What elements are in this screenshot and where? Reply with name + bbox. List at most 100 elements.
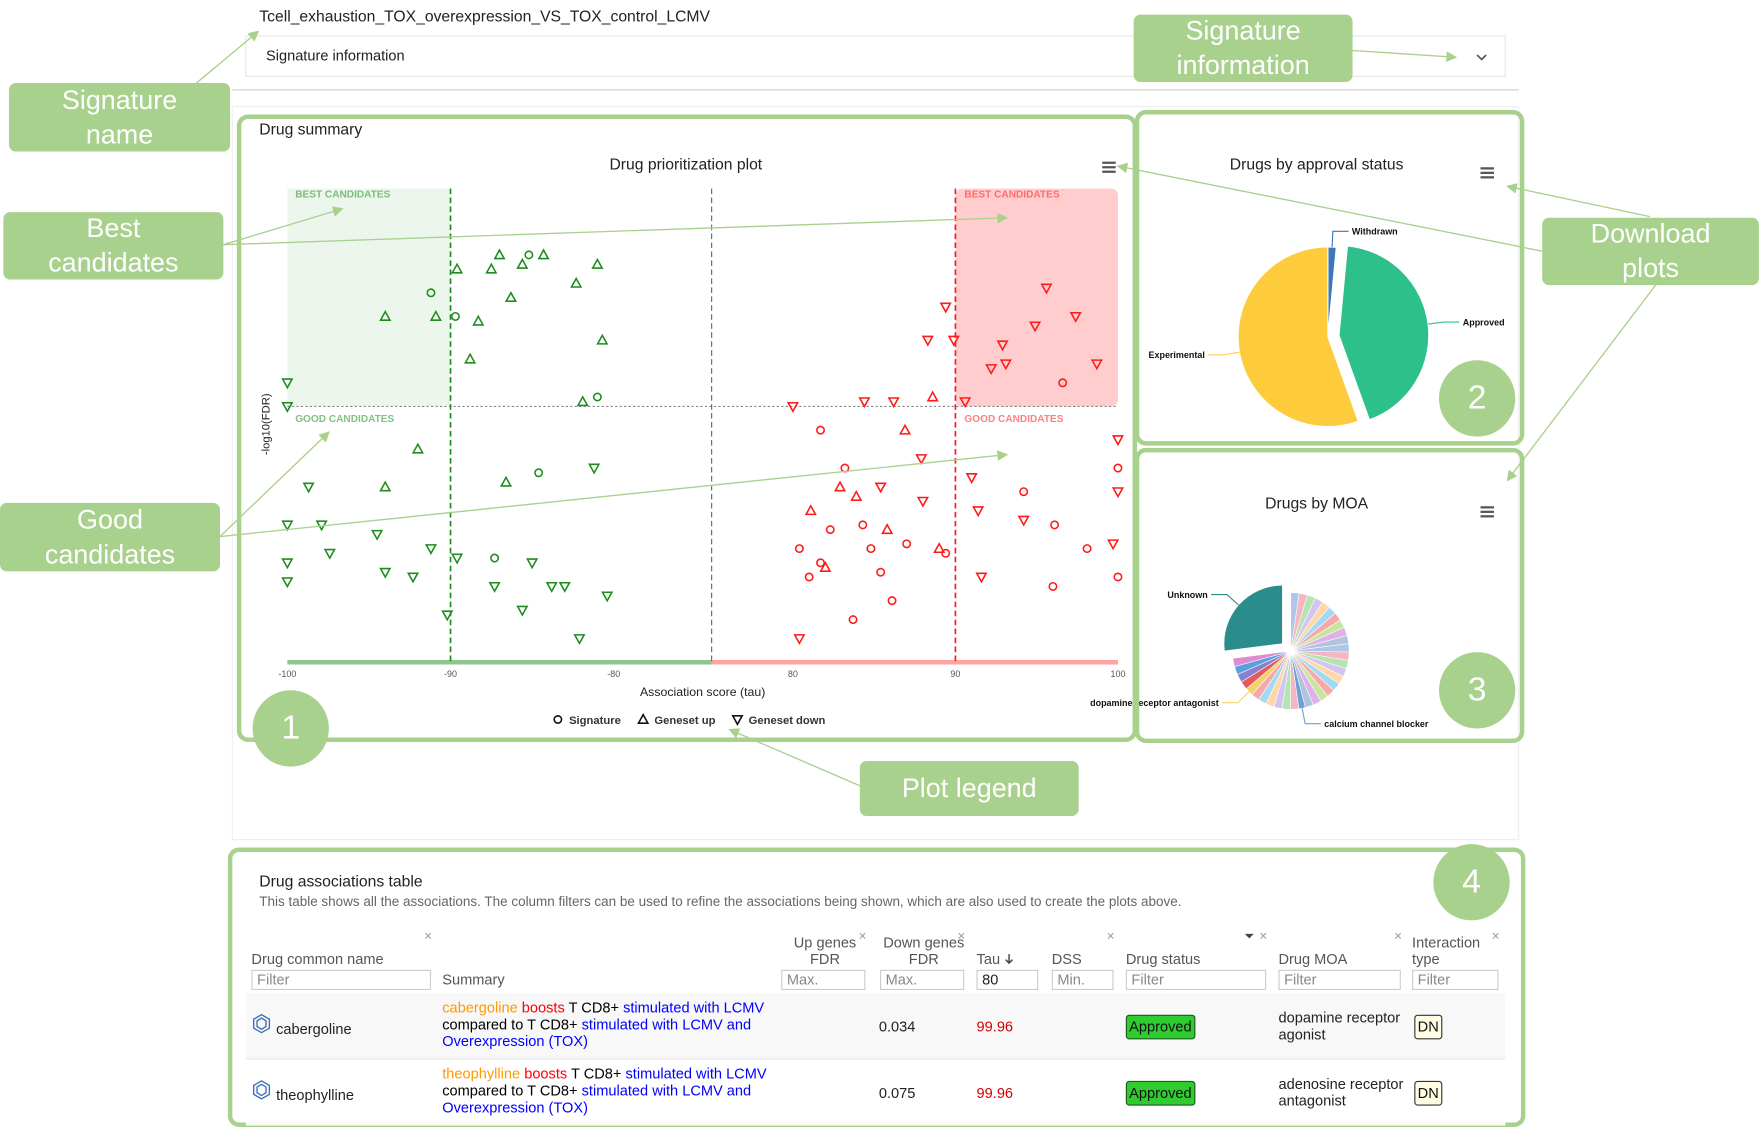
column-filter[interactable]: 80 xyxy=(976,969,1039,991)
column-header[interactable]: Tau xyxy=(977,951,1042,968)
annotation-arrow xyxy=(219,431,330,538)
column-filter[interactable]: Min. xyxy=(1051,969,1114,991)
pie-slice xyxy=(1232,650,1291,667)
label-connector xyxy=(1222,691,1250,704)
legend-label: Signature xyxy=(569,715,621,727)
column-filter[interactable]: Filter xyxy=(1412,969,1499,991)
summary-part: boosts xyxy=(524,1065,568,1083)
summary-part: theophylline xyxy=(442,1065,521,1083)
drug-status: Approved xyxy=(1125,1080,1196,1106)
data-point xyxy=(588,463,601,475)
summary-part: compared to T CD8+ xyxy=(442,1015,578,1033)
region-label: BEST CANDIDATES xyxy=(295,190,390,201)
column-header[interactable]: Drug status xyxy=(1125,950,1201,968)
data-point xyxy=(786,401,799,413)
interaction-type: DN xyxy=(1414,1080,1443,1106)
column-filter[interactable]: Filter xyxy=(1278,969,1401,991)
data-point xyxy=(965,473,978,484)
download-menu[interactable] xyxy=(1480,506,1494,518)
data-point xyxy=(881,523,894,535)
data-point xyxy=(537,248,550,260)
down-genes-fdr: 0.034 xyxy=(878,1017,916,1035)
x-tick-label: 100 xyxy=(1110,669,1125,679)
column-filter[interactable]: Filter xyxy=(251,969,432,991)
pie-slice xyxy=(1338,245,1430,421)
annotation-arrow xyxy=(1116,162,1544,253)
data-point xyxy=(524,250,534,260)
data-point xyxy=(371,529,384,541)
data-point xyxy=(379,310,392,321)
data-point xyxy=(545,581,558,593)
x-tick-label: 90 xyxy=(950,669,960,679)
data-point xyxy=(429,310,442,321)
pie-slice xyxy=(1223,584,1283,652)
slice-label: Unknown xyxy=(1167,590,1207,600)
data-point xyxy=(876,567,886,577)
data-point xyxy=(874,482,887,494)
column-header[interactable]: Down genes FDR xyxy=(883,933,965,968)
region-label: GOOD CANDIDATES xyxy=(295,414,394,425)
label-connector xyxy=(1331,230,1349,248)
dropdown-arrow[interactable] xyxy=(1244,933,1254,943)
data-point xyxy=(794,544,804,554)
sort-icon[interactable] xyxy=(1003,953,1014,965)
data-point xyxy=(804,504,817,516)
data-point xyxy=(858,397,871,409)
annotation-arrow xyxy=(195,30,260,84)
column-filter[interactable]: Max. xyxy=(880,969,965,991)
column-filter[interactable]: Max. xyxy=(781,969,866,991)
legend-symbol xyxy=(637,713,650,724)
data-point xyxy=(947,335,960,347)
data-point xyxy=(898,423,912,435)
column-header[interactable]: Up genes FDR xyxy=(793,933,857,968)
drug-moa: adenosine receptor antagonist xyxy=(1278,1075,1404,1109)
annotation-arrow xyxy=(1506,183,1651,218)
highlight-box xyxy=(1134,447,1525,744)
data-point xyxy=(825,525,835,535)
down-genes-fdr: 0.075 xyxy=(878,1083,916,1101)
y-axis-label: -log10(FDR) xyxy=(260,393,272,455)
summary: theophylline boosts T CD8+ stimulated wi… xyxy=(442,1065,779,1116)
data-point xyxy=(526,558,539,570)
drug-name: theophylline xyxy=(276,1085,355,1103)
data-point xyxy=(379,480,392,492)
data-point xyxy=(1090,359,1103,371)
data-point xyxy=(858,520,868,530)
sort-arrow[interactable] xyxy=(1005,954,1013,965)
molecule-icon[interactable] xyxy=(251,1013,271,1034)
signature-info-label[interactable]: Signature information xyxy=(266,49,405,65)
step-number: 1 xyxy=(252,690,329,767)
slice-label: Experimental xyxy=(1149,350,1205,360)
data-point xyxy=(424,544,437,556)
drug-summary-title: Drug summary xyxy=(259,122,362,139)
hexagon[interactable] xyxy=(253,1013,271,1034)
molecule-icon[interactable] xyxy=(251,1080,271,1100)
column-header-cell: Tau 80 xyxy=(976,927,1042,991)
data-point xyxy=(596,333,609,345)
download-menu[interactable] xyxy=(1480,167,1494,179)
annotation-arrow xyxy=(1506,284,1657,482)
annotation-label: Signature name xyxy=(8,83,231,152)
column-header[interactable]: Drug MOA xyxy=(1278,950,1348,968)
chart-title: Drugs by approval status xyxy=(1230,156,1404,173)
data-point xyxy=(516,605,529,617)
dropdown-chevron[interactable] xyxy=(1476,54,1487,61)
data-point xyxy=(1111,435,1125,447)
summary-part: compared to T CD8+ xyxy=(442,1082,578,1099)
chart-title: Drug prioritization plot xyxy=(609,156,762,173)
data-point xyxy=(921,335,934,347)
data-point xyxy=(451,553,464,565)
column-header[interactable]: Summary xyxy=(442,970,505,988)
column-header-cell: Down genes FDR Max. xyxy=(880,927,968,991)
column-header-cell: Summary xyxy=(442,927,773,990)
step-number: 3 xyxy=(1438,652,1516,729)
column-header[interactable]: Drug common name xyxy=(251,950,384,968)
hexagon[interactable] xyxy=(253,1080,271,1100)
data-point xyxy=(804,572,814,582)
download-menu[interactable] xyxy=(1102,161,1116,173)
column-filter[interactable]: Filter xyxy=(1125,933,1267,991)
column-header[interactable]: Interaction type xyxy=(1412,933,1481,968)
column-header[interactable]: DSS xyxy=(1051,950,1082,968)
data-point xyxy=(848,615,858,625)
slice-label: Approved xyxy=(1463,317,1505,327)
